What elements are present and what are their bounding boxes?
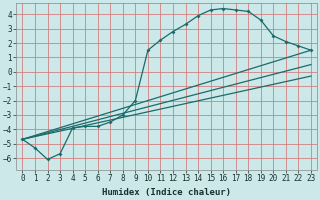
- X-axis label: Humidex (Indice chaleur): Humidex (Indice chaleur): [102, 188, 231, 197]
